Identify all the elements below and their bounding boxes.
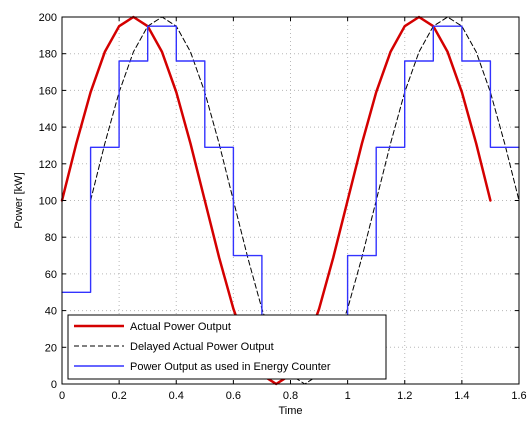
- y-tick-label: 140: [39, 122, 57, 134]
- x-tick-label: 1: [345, 390, 351, 402]
- x-tick-label: 1.6: [511, 390, 526, 402]
- x-tick-label: 0.2: [111, 390, 126, 402]
- y-axis-label: Power [kW]: [13, 172, 25, 228]
- y-tick-label: 120: [39, 159, 57, 171]
- legend-label-1: Actual Power Output: [130, 321, 231, 333]
- x-tick-label: 0: [59, 390, 65, 402]
- y-tick-label: 20: [45, 342, 57, 354]
- y-tick-label: 160: [39, 85, 57, 97]
- ticks: 0 0.2 0.4 0.6 0.8 1 1.2 1.4 1.6 0 20 40 60 80 100 120 14…: [39, 12, 527, 402]
- y-tick-label: 40: [45, 306, 57, 318]
- x-tick-label: 1.2: [397, 390, 412, 402]
- x-tick-label: 0.6: [226, 390, 241, 402]
- y-tick-label: 100: [39, 196, 57, 208]
- y-tick-label: 0: [51, 379, 57, 391]
- y-tick-label: 60: [45, 269, 57, 281]
- legend: Actual Power Output Delayed Actual Power …: [67, 314, 387, 380]
- legend-label-2: Delayed Actual Power Output: [130, 341, 274, 353]
- y-tick-label: 200: [39, 12, 57, 24]
- y-tick-label: 80: [45, 232, 57, 244]
- x-tick-label: 0.4: [169, 390, 184, 402]
- x-tick-label: 0.8: [283, 390, 298, 402]
- x-tick-label: 1.4: [454, 390, 469, 402]
- legend-label-3: Power Output as used in Energy Counter: [130, 361, 331, 373]
- x-axis-label: Time: [278, 405, 302, 417]
- y-tick-label: 180: [39, 49, 57, 61]
